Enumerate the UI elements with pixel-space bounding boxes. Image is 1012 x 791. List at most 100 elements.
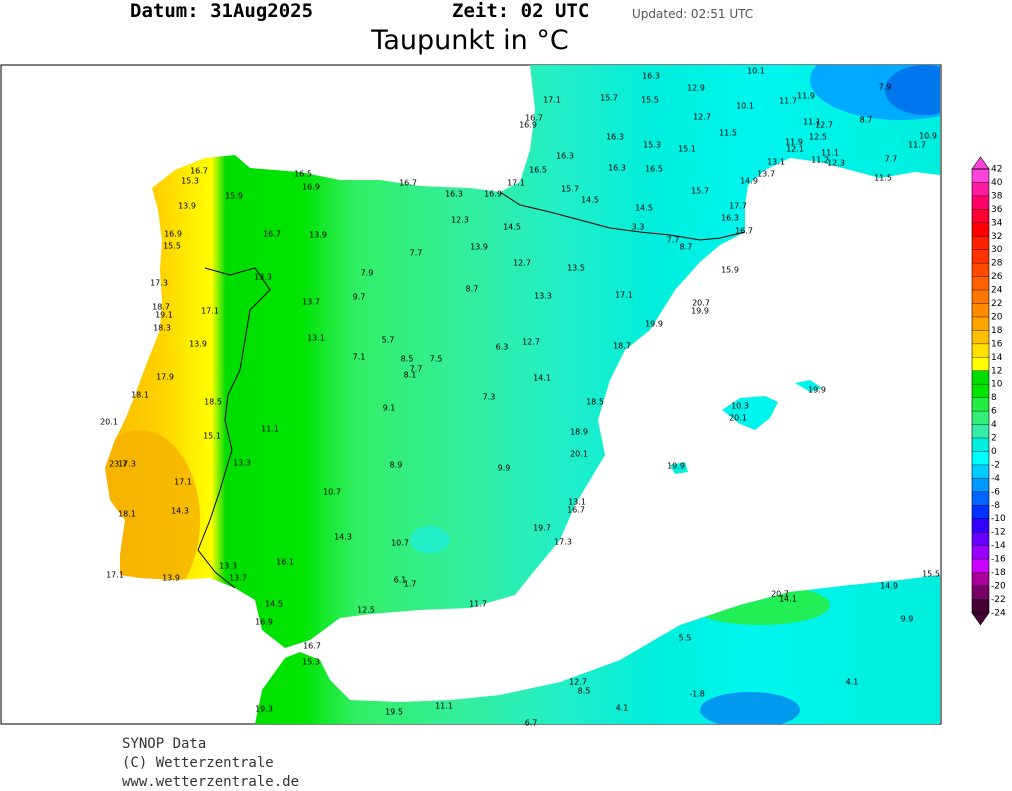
legend-tick-label: -16: [991, 555, 1006, 565]
station-value: 12.7: [513, 259, 531, 268]
station-value: 18.3: [153, 324, 171, 333]
legend-band: [972, 491, 989, 506]
station-value: 20.1: [729, 414, 747, 423]
legend-band: [972, 532, 989, 546]
station-value: 20.1: [570, 450, 588, 459]
station-value: 16.5: [645, 165, 663, 174]
legend-band: [972, 303, 989, 318]
map-title: Taupunkt in °C: [370, 25, 568, 56]
legend-band: [972, 330, 989, 345]
station-value: 12.1: [786, 145, 804, 154]
station-value: 13.9: [178, 202, 196, 211]
station-value: 16.7: [735, 227, 753, 236]
station-value: 3.3: [632, 223, 645, 232]
legend-band: [972, 276, 989, 291]
station-value: 11.1: [261, 425, 279, 434]
station-value: 10.7: [323, 488, 341, 497]
legend-tick-label: 20: [991, 312, 1003, 322]
station-value: 13.3: [254, 273, 272, 282]
legend-band: [972, 451, 989, 466]
station-value: 5.5: [679, 634, 692, 643]
legend-band: [972, 559, 989, 573]
station-value: 7.9: [361, 269, 374, 278]
station-value: 13.3: [534, 292, 552, 301]
station-value: 17.1: [106, 571, 124, 580]
station-value: 7.7: [885, 155, 898, 164]
station-value: 17.3: [554, 538, 572, 547]
station-value: 19.3: [255, 705, 273, 714]
legend-band: [972, 236, 989, 250]
legend-band: [972, 249, 989, 264]
legend-tick-label: 12: [991, 366, 1002, 376]
station-value: 5.7: [382, 336, 395, 345]
station-value: 7.1: [353, 353, 366, 362]
station-value: 18.7: [613, 342, 631, 351]
station-value: 1.7: [404, 580, 417, 589]
station-value: 17.3: [150, 279, 168, 288]
station-value: 11.5: [719, 129, 737, 138]
station-value: 13.3: [219, 562, 237, 571]
station-value: 15.3: [181, 177, 199, 186]
legend-tick-label: 0: [991, 447, 997, 457]
station-value: 11.9: [785, 138, 803, 147]
station-value: 6.3: [496, 343, 509, 352]
station-value: 8.5: [578, 687, 591, 696]
station-value: 12.7: [569, 678, 587, 687]
station-value: 11.1: [435, 702, 453, 711]
station-value: 17.1: [543, 96, 561, 105]
station-value: 10.7: [391, 539, 409, 548]
station-value: 10.3: [731, 402, 749, 411]
station-value: 14.5: [503, 223, 521, 232]
legend-tick-label: -14: [991, 541, 1006, 551]
legend-band: [972, 357, 989, 372]
station-value: 4.1: [846, 678, 859, 687]
station-value: 16.7: [190, 167, 208, 176]
station-value: 15.5: [641, 96, 659, 105]
legend-band: [972, 209, 989, 224]
station-value: 14.5: [635, 204, 653, 213]
station-value: 16.9: [519, 121, 537, 130]
station-value: 13.9: [470, 243, 488, 252]
station-value: 15.9: [225, 192, 243, 201]
station-value: 17.1: [615, 291, 633, 300]
legend-tick-label: -10: [991, 514, 1006, 524]
station-value: 16.7: [303, 642, 321, 651]
station-value: 16.3: [556, 152, 574, 161]
station-value: 15.7: [691, 187, 709, 196]
legend-tick-label: 4: [991, 420, 997, 430]
station-value: 18.5: [586, 398, 604, 407]
station-value: 20.7: [771, 590, 789, 599]
station-value: 7.7: [410, 365, 423, 374]
legend-band: [972, 182, 989, 197]
station-value: 19.7: [533, 524, 551, 533]
station-value: 13.1: [307, 334, 325, 343]
color-legend: 424038363432302826242220181614121086420-…: [971, 156, 1006, 626]
station-value: 19.1: [155, 311, 173, 320]
station-value: -1.8: [689, 690, 705, 699]
legend-tick-label: -24: [991, 608, 1006, 618]
station-value: 14.5: [265, 600, 283, 609]
station-value: 9.7: [353, 293, 366, 302]
station-value: 23.7: [109, 460, 127, 469]
station-value: 16.9: [484, 190, 502, 199]
footer-copyright: (C) Wetterzentrale: [122, 755, 274, 771]
station-value: 11.1: [803, 118, 821, 127]
legend-band: [972, 424, 989, 439]
legend-band: [972, 572, 989, 587]
legend-band: [972, 545, 989, 560]
cold-core: [885, 65, 940, 115]
legend-tick-label: 24: [991, 286, 1003, 296]
legend-band: [972, 195, 989, 210]
station-value: 7.7: [667, 236, 680, 245]
station-value: 15.5: [163, 242, 181, 251]
station-value: 12.3: [451, 216, 469, 225]
station-value: 7.7: [410, 249, 423, 258]
legend-tick-label: 28: [991, 259, 1003, 269]
legend-band: [972, 505, 989, 519]
updated-label: Updated: 02:51 UTC: [632, 7, 753, 21]
station-value: 8.7: [466, 285, 479, 294]
pyrenees-border: [499, 191, 746, 241]
station-value: 13.3: [233, 459, 251, 468]
station-value: 20.1: [100, 418, 118, 427]
station-value: 18.9: [570, 428, 588, 437]
